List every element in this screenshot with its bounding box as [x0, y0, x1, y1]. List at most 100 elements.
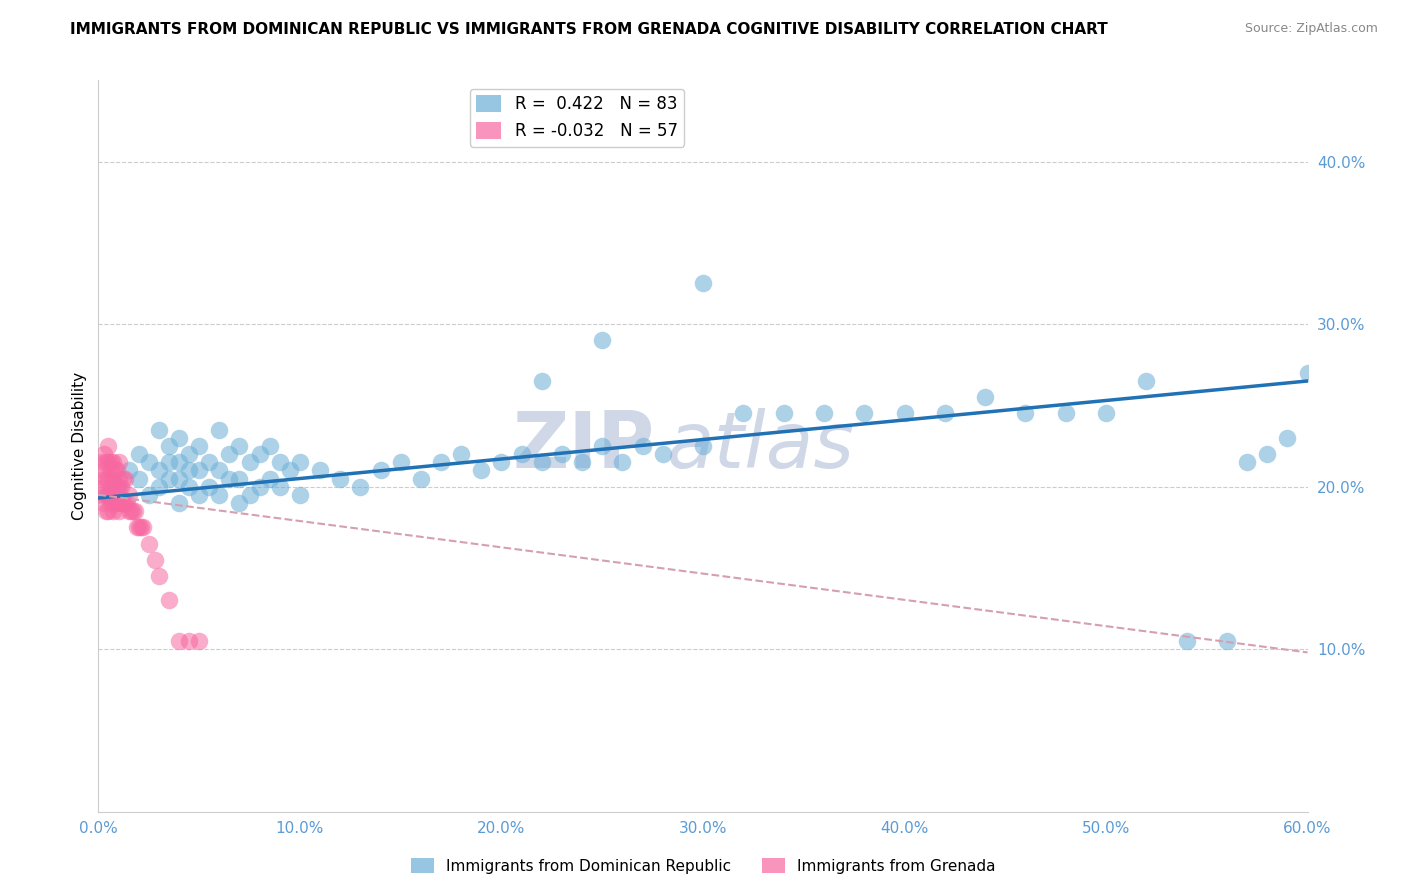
Point — [1054, 407, 1077, 421]
Point — [188, 463, 211, 477]
Point — [470, 463, 492, 477]
Point — [349, 480, 371, 494]
Point — [329, 471, 352, 485]
Point — [218, 471, 240, 485]
Point — [100, 455, 122, 469]
Point — [218, 447, 240, 461]
Point — [591, 439, 613, 453]
Point — [97, 504, 120, 518]
Point — [239, 488, 262, 502]
Text: atlas: atlas — [666, 408, 855, 484]
Point — [1296, 366, 1319, 380]
Point — [148, 569, 170, 583]
Point — [167, 634, 190, 648]
Text: Source: ZipAtlas.com: Source: ZipAtlas.com — [1244, 22, 1378, 36]
Point — [1216, 634, 1239, 648]
Point — [107, 480, 129, 494]
Point — [934, 407, 956, 421]
Point — [118, 488, 141, 502]
Point — [179, 463, 201, 477]
Point — [118, 504, 141, 518]
Point — [97, 455, 120, 469]
Point — [208, 463, 231, 477]
Point — [228, 496, 250, 510]
Point — [121, 504, 143, 518]
Point — [370, 463, 392, 477]
Point — [157, 593, 180, 607]
Point — [188, 634, 211, 648]
Point — [228, 471, 250, 485]
Point — [208, 488, 231, 502]
Point — [188, 488, 211, 502]
Point — [110, 496, 132, 510]
Point — [167, 431, 190, 445]
Point — [97, 439, 120, 453]
Point — [107, 455, 129, 469]
Point — [105, 463, 128, 477]
Point — [138, 536, 160, 550]
Point — [100, 463, 122, 477]
Point — [269, 455, 291, 469]
Point — [143, 553, 166, 567]
Point — [551, 447, 574, 461]
Point — [510, 447, 533, 461]
Point — [631, 439, 654, 453]
Point — [1095, 407, 1118, 421]
Legend: R =  0.422   N = 83, R = -0.032   N = 57: R = 0.422 N = 83, R = -0.032 N = 57 — [470, 88, 685, 146]
Point — [138, 488, 160, 502]
Point — [107, 488, 129, 502]
Point — [1277, 431, 1299, 445]
Point — [167, 471, 190, 485]
Point — [110, 480, 132, 494]
Point — [450, 447, 472, 461]
Point — [288, 455, 311, 469]
Point — [91, 488, 114, 502]
Point — [733, 407, 755, 421]
Point — [259, 439, 281, 453]
Point — [853, 407, 876, 421]
Point — [389, 455, 412, 469]
Point — [269, 480, 291, 494]
Point — [91, 455, 114, 469]
Point — [651, 447, 673, 461]
Point — [103, 480, 125, 494]
Point — [96, 504, 118, 518]
Point — [107, 504, 129, 518]
Point — [208, 423, 231, 437]
Point — [105, 496, 128, 510]
Point — [813, 407, 835, 421]
Point — [157, 455, 180, 469]
Point — [91, 471, 114, 485]
Point — [409, 471, 432, 485]
Point — [132, 520, 155, 534]
Point — [97, 471, 120, 485]
Point — [93, 496, 115, 510]
Point — [974, 390, 997, 404]
Point — [157, 439, 180, 453]
Point — [249, 480, 271, 494]
Point — [530, 455, 553, 469]
Point — [571, 455, 593, 469]
Point — [103, 496, 125, 510]
Point — [491, 455, 513, 469]
Y-axis label: Cognitive Disability: Cognitive Disability — [72, 372, 87, 520]
Point — [93, 463, 115, 477]
Point — [101, 488, 124, 502]
Point — [228, 439, 250, 453]
Point — [893, 407, 915, 421]
Point — [114, 471, 136, 485]
Point — [530, 374, 553, 388]
Legend: Immigrants from Dominican Republic, Immigrants from Grenada: Immigrants from Dominican Republic, Immi… — [405, 852, 1001, 880]
Point — [1014, 407, 1036, 421]
Point — [148, 423, 170, 437]
Point — [118, 463, 141, 477]
Point — [167, 455, 190, 469]
Point — [612, 455, 634, 469]
Text: ZIP: ZIP — [512, 408, 655, 484]
Point — [1135, 374, 1157, 388]
Point — [111, 471, 134, 485]
Point — [179, 447, 201, 461]
Point — [124, 504, 146, 518]
Point — [128, 471, 150, 485]
Point — [120, 504, 142, 518]
